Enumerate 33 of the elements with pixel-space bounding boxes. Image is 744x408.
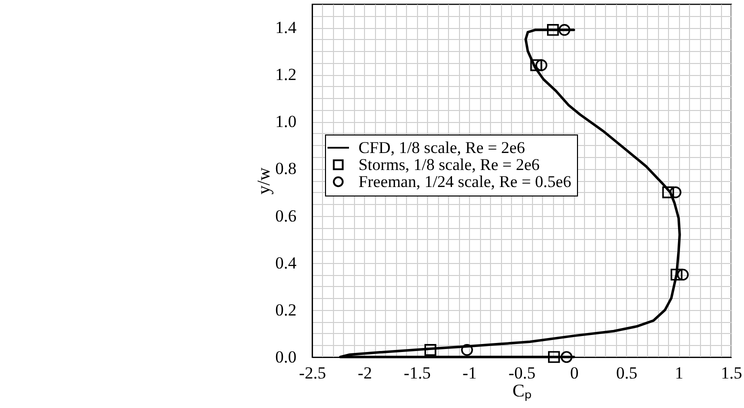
x-tick-label: -1 <box>462 364 477 382</box>
x-tick-label: -1.5 <box>404 364 431 382</box>
y-tick-label: 1.2 <box>275 65 296 84</box>
x-tick-label: -2.5 <box>299 364 326 382</box>
x-tick-label: -2 <box>358 364 372 382</box>
point <box>547 24 559 36</box>
point <box>424 344 436 356</box>
y-tick-label: 0.4 <box>275 253 297 272</box>
x-tick-label: 0.5 <box>616 364 638 382</box>
point <box>548 351 560 363</box>
y-tick-label: 0.8 <box>275 159 296 178</box>
legend-label: Freeman, 1/24 scale, Re = 0.5e6 <box>358 172 572 191</box>
point <box>558 24 570 36</box>
y-tick-label: 0.2 <box>275 300 296 320</box>
x-tick-label: -0.5 <box>508 364 536 382</box>
legend-label: CFD, 1/8 scale, Re = 2e6 <box>358 138 525 157</box>
point <box>670 186 682 198</box>
point <box>662 186 674 198</box>
y-tick-label: 0.6 <box>275 206 296 226</box>
y-axis-title: y/w <box>253 168 274 194</box>
x-tick-label: 1 <box>674 364 684 382</box>
point <box>530 59 542 72</box>
point <box>676 268 689 281</box>
y-tick-label: 1.4 <box>275 18 297 38</box>
legend-label: Storms, 1/8 scale, Re = 2e6 <box>358 154 540 174</box>
point <box>461 344 473 356</box>
y-tick-label: 1.0 <box>275 112 296 132</box>
point <box>670 268 682 281</box>
point <box>535 59 548 72</box>
x-tick-label: 0 <box>570 364 579 382</box>
x-axis-title: Cₚ <box>512 380 532 402</box>
x-tick-label: 1.5 <box>720 364 742 382</box>
y-tick-label: 0.0 <box>275 348 296 366</box>
